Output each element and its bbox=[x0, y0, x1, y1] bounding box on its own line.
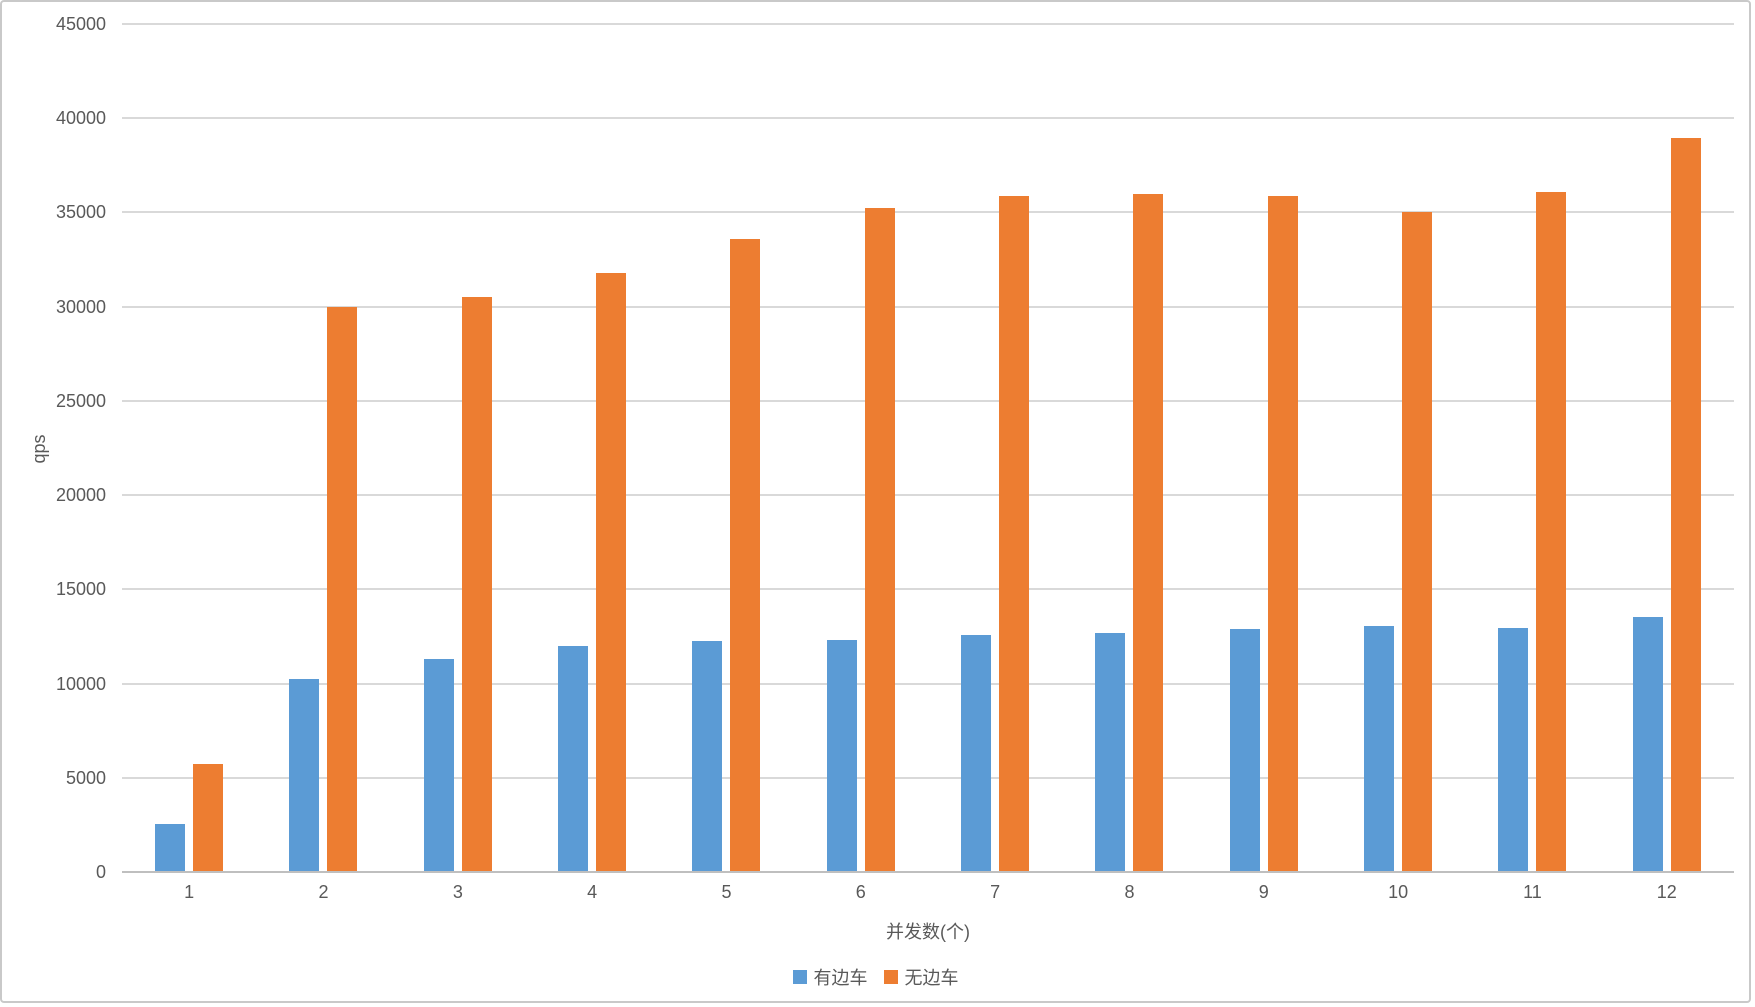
legend-swatch-series1-icon bbox=[792, 970, 807, 984]
category-group-11 bbox=[1465, 24, 1599, 872]
x-tick-label: 5 bbox=[721, 882, 732, 902]
bar-无边车-8 bbox=[1133, 193, 1164, 872]
legend: 有边车 无边车 bbox=[2, 964, 1749, 990]
y-tick-label: 40000 bbox=[55, 108, 106, 129]
bar-有边车-6 bbox=[826, 640, 857, 872]
y-gridline bbox=[122, 588, 1734, 591]
y-gridline bbox=[122, 23, 1734, 25]
bar-有边车-4 bbox=[558, 645, 589, 872]
category-group-7 bbox=[928, 24, 1062, 872]
bar-无边车-3 bbox=[461, 297, 492, 872]
category-group-6 bbox=[794, 24, 928, 872]
y-gridline bbox=[122, 305, 1734, 308]
y-tick-label: 15000 bbox=[55, 579, 106, 600]
x-tick-label: 4 bbox=[587, 882, 598, 902]
x-tick-label: 12 bbox=[1656, 882, 1677, 902]
bar-无边车-6 bbox=[864, 207, 895, 872]
bar-无边车-5 bbox=[730, 238, 761, 872]
category-group-9 bbox=[1197, 24, 1331, 872]
bar-有边车-11 bbox=[1498, 627, 1529, 872]
bar-有边车-8 bbox=[1095, 632, 1126, 872]
y-gridline bbox=[122, 682, 1734, 685]
x-tick-label: 2 bbox=[318, 882, 329, 902]
y-tick-label: 25000 bbox=[55, 390, 106, 411]
x-tick-label: 3 bbox=[452, 882, 463, 902]
y-gridline bbox=[122, 776, 1734, 779]
legend-item-series2: 无边车 bbox=[883, 964, 959, 990]
x-axis-labels: 1 2 3 4 5 6 7 8 9 10 11 12 bbox=[122, 882, 1734, 903]
plot-area bbox=[122, 23, 1734, 873]
category-group-1 bbox=[122, 24, 256, 872]
bar-有边车-7 bbox=[961, 634, 992, 872]
bar-无边车-11 bbox=[1536, 191, 1567, 872]
bar-有边车-10 bbox=[1364, 626, 1395, 872]
category-group-3 bbox=[391, 24, 525, 872]
bar-无边车-4 bbox=[596, 272, 627, 872]
category-group-8 bbox=[1062, 24, 1196, 872]
bar-无边车-10 bbox=[1402, 212, 1433, 872]
y-axis-labels: 0 5000 10000 15000 20000 25000 30000 35000 40000… bbox=[2, 14, 106, 882]
bars-layer bbox=[122, 24, 1734, 872]
y-gridline bbox=[122, 399, 1734, 402]
legend-label-series1: 有边车 bbox=[813, 968, 868, 988]
x-tick-label: 9 bbox=[1258, 882, 1269, 902]
bar-有边车-3 bbox=[423, 659, 454, 872]
x-tick-label: 1 bbox=[184, 882, 195, 902]
category-group-12 bbox=[1600, 24, 1734, 872]
x-tick-label: 6 bbox=[855, 882, 866, 902]
bar-有边车-12 bbox=[1632, 616, 1663, 872]
bar-无边车-9 bbox=[1267, 196, 1298, 872]
y-tick-label: 45000 bbox=[55, 14, 106, 34]
y-gridline bbox=[122, 211, 1734, 214]
x-tick-label: 7 bbox=[990, 882, 1001, 902]
y-tick-label: 20000 bbox=[55, 485, 106, 506]
y-gridline bbox=[122, 117, 1734, 120]
bar-无边车-12 bbox=[1670, 138, 1701, 872]
x-tick-label: 10 bbox=[1388, 882, 1409, 902]
legend-label-series2: 无边车 bbox=[904, 968, 959, 988]
y-tick-label: 30000 bbox=[55, 296, 106, 317]
bar-有边车-5 bbox=[692, 641, 723, 872]
category-group-10 bbox=[1331, 24, 1465, 872]
category-group-4 bbox=[525, 24, 659, 872]
bar-有边车-2 bbox=[289, 678, 320, 872]
y-gridline bbox=[122, 494, 1734, 497]
bar-有边车-9 bbox=[1229, 628, 1260, 872]
bar-无边车-7 bbox=[999, 196, 1030, 872]
y-tick-label: 0 bbox=[95, 862, 106, 882]
x-axis-line bbox=[122, 871, 1734, 873]
category-group-2 bbox=[256, 24, 390, 872]
y-tick-label: 35000 bbox=[55, 202, 106, 223]
y-tick-label: 10000 bbox=[55, 673, 106, 694]
y-tick-label: 5000 bbox=[65, 767, 106, 788]
bar-有边车-1 bbox=[155, 823, 186, 872]
category-group-5 bbox=[659, 24, 793, 872]
x-tick-label: 11 bbox=[1523, 882, 1542, 902]
x-axis-title: 并发数(个) bbox=[886, 922, 970, 942]
legend-swatch-series2-icon bbox=[883, 970, 898, 984]
legend-item-series1: 有边车 bbox=[792, 964, 868, 990]
x-tick-label: 8 bbox=[1124, 882, 1135, 902]
bar-无边车-1 bbox=[193, 763, 224, 872]
bar-无边车-2 bbox=[327, 306, 358, 872]
